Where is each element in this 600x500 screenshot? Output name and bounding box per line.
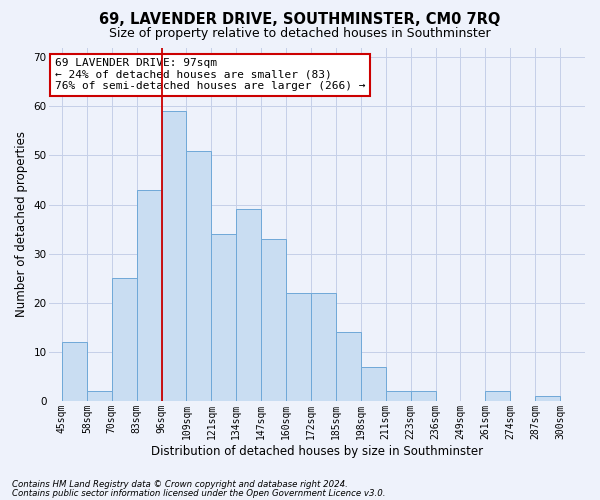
Text: 69, LAVENDER DRIVE, SOUTHMINSTER, CM0 7RQ: 69, LAVENDER DRIVE, SOUTHMINSTER, CM0 7R… (100, 12, 500, 26)
Bar (87, 391, 112, 401)
Bar (137, 190, 161, 401)
Text: Contains HM Land Registry data © Crown copyright and database right 2024.: Contains HM Land Registry data © Crown c… (12, 480, 348, 489)
Text: Size of property relative to detached houses in Southminster: Size of property relative to detached ho… (109, 28, 491, 40)
Bar (236, 210, 261, 401)
Bar (286, 293, 311, 401)
Bar (535, 396, 560, 401)
Text: Contains public sector information licensed under the Open Government Licence v3: Contains public sector information licen… (12, 489, 386, 498)
X-axis label: Distribution of detached houses by size in Southminster: Distribution of detached houses by size … (151, 444, 483, 458)
Bar (336, 332, 361, 401)
Bar (161, 112, 187, 401)
Bar (112, 278, 137, 401)
Bar (485, 391, 510, 401)
Y-axis label: Number of detached properties: Number of detached properties (15, 131, 28, 317)
Bar (261, 239, 286, 401)
Bar (62, 342, 87, 401)
Text: 69 LAVENDER DRIVE: 97sqm
← 24% of detached houses are smaller (83)
76% of semi-d: 69 LAVENDER DRIVE: 97sqm ← 24% of detach… (55, 58, 365, 92)
Bar (386, 391, 410, 401)
Bar (410, 391, 436, 401)
Bar (361, 366, 386, 401)
Bar (211, 234, 236, 401)
Bar (187, 150, 211, 401)
Bar (311, 293, 336, 401)
